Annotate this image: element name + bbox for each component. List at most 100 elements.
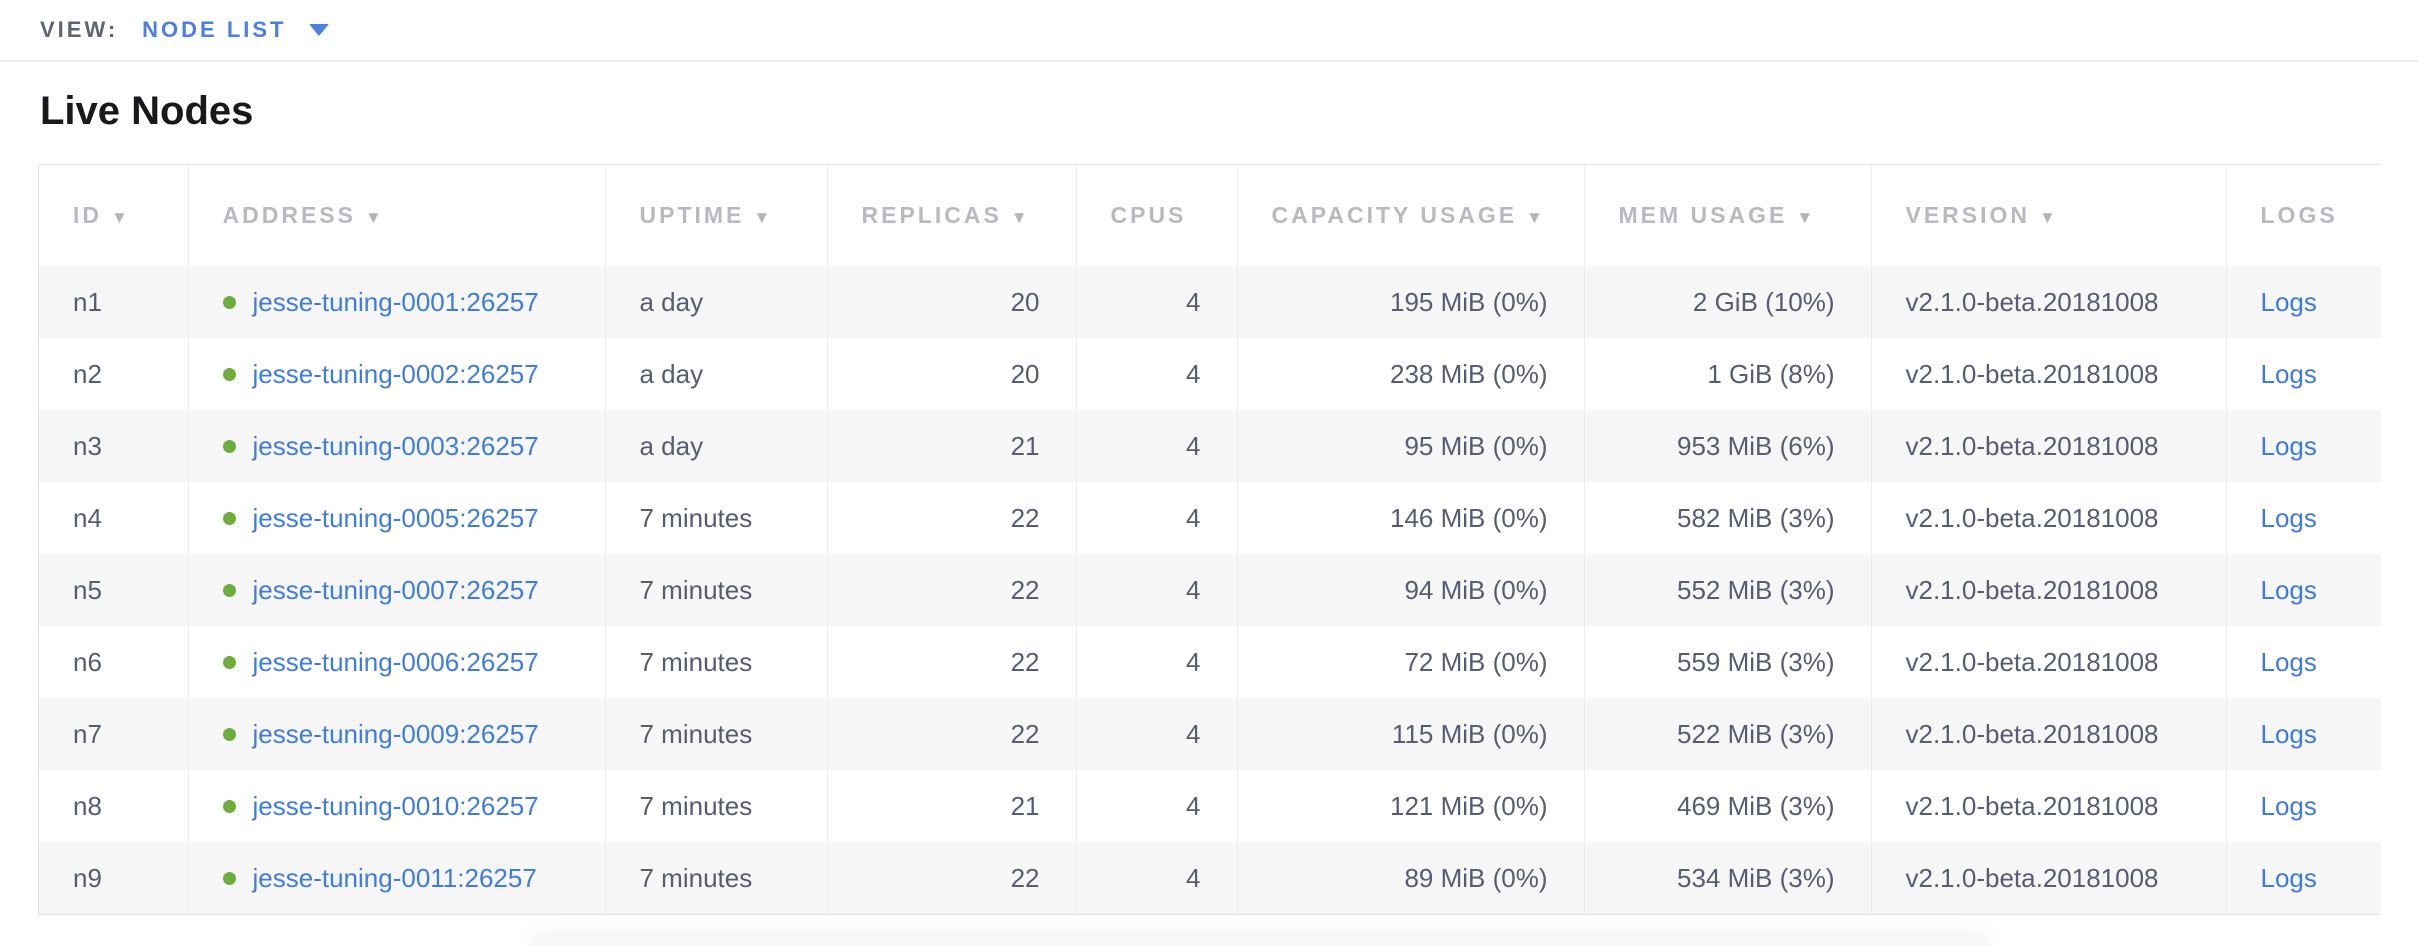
column-header-label: MEM USAGE	[1618, 202, 1788, 228]
table-row-n3: n3 jesse-tuning-0003:26257 a day 21 4 95 MiB …	[39, 410, 2381, 482]
cell-uptime: a day	[604, 338, 827, 410]
view-selector-bar: VIEW: NODE LIST	[0, 0, 2418, 62]
cell-version: v2.1.0-beta.20181008	[1870, 554, 2226, 626]
cell-uptime: 7 minutes	[604, 842, 827, 914]
node-address-link[interactable]: jesse-tuning-0006:26257	[252, 646, 539, 677]
node-live-status-icon	[222, 511, 236, 525]
column-header-label: CAPACITY USAGE	[1271, 202, 1518, 228]
cell-logs: Logs	[2225, 842, 2381, 914]
caret-down-icon	[308, 24, 329, 36]
cell-cpus: 4	[1075, 770, 1237, 842]
view-dropdown[interactable]: NODE LIST	[142, 17, 329, 43]
sort-desc-icon: ▼	[753, 208, 774, 227]
cell-mem: 534 MiB (3%)	[1583, 842, 1871, 914]
cell-cpus: 4	[1075, 338, 1237, 410]
table-row-n8: n8 jesse-tuning-0010:26257 7 minutes 21 4 121…	[39, 770, 2381, 842]
node-address-link[interactable]: jesse-tuning-0003:26257	[252, 430, 539, 461]
node-live-status-icon	[222, 871, 236, 885]
column-header-address[interactable]: ADDRESS ▼	[187, 165, 605, 266]
cell-logs: Logs	[2225, 626, 2381, 698]
column-header-replicas[interactable]: REPLICAS ▼	[826, 165, 1076, 266]
cell-logs: Logs	[2225, 482, 2381, 554]
cell-address: jesse-tuning-0006:26257	[187, 626, 605, 698]
cell-address: jesse-tuning-0009:26257	[187, 698, 605, 770]
view-dropdown-value: NODE LIST	[142, 17, 287, 42]
logs-link[interactable]: Logs	[2260, 502, 2317, 533]
bottom-panel-edge	[530, 932, 1990, 946]
column-header-version[interactable]: VERSION ▼	[1870, 165, 2226, 266]
cell-address: jesse-tuning-0002:26257	[187, 338, 605, 410]
column-header-label: REPLICAS	[861, 202, 1002, 228]
column-header-capacity[interactable]: CAPACITY USAGE ▼	[1236, 165, 1584, 266]
cell-cpus: 4	[1075, 842, 1237, 914]
node-address-link[interactable]: jesse-tuning-0009:26257	[252, 718, 539, 749]
cell-cpus: 4	[1075, 482, 1237, 554]
cell-version: v2.1.0-beta.20181008	[1870, 770, 2226, 842]
cell-version: v2.1.0-beta.20181008	[1870, 266, 2226, 338]
node-address-link[interactable]: jesse-tuning-0002:26257	[252, 358, 539, 389]
cell-id: n2	[73, 358, 102, 389]
view-label: VIEW:	[40, 17, 119, 42]
table-row-n5: n5 jesse-tuning-0007:26257 7 minutes 22 4 94 …	[39, 554, 2381, 626]
table-row-n4: n4 jesse-tuning-0005:26257 7 minutes 22 4 146…	[39, 482, 2381, 554]
cell-capacity: 121 MiB (0%)	[1236, 770, 1584, 842]
cell-cpus: 4	[1075, 410, 1237, 482]
table-row-n6: n6 jesse-tuning-0006:26257 7 minutes 22 4 72 …	[39, 626, 2381, 698]
column-header-id[interactable]: ID ▼	[39, 165, 188, 266]
cell-uptime: 7 minutes	[604, 626, 827, 698]
column-header-logs: LOGS	[2225, 165, 2381, 266]
node-address-link[interactable]: jesse-tuning-0007:26257	[252, 574, 539, 605]
cell-uptime: a day	[604, 410, 827, 482]
node-live-status-icon	[222, 583, 236, 597]
cell-capacity: 115 MiB (0%)	[1236, 698, 1584, 770]
cell-replicas: 21	[826, 410, 1076, 482]
cell-id: n5	[73, 574, 102, 605]
column-header-label: ID	[73, 202, 102, 228]
table-row-n1: n1 jesse-tuning-0001:26257 a day 20 4 195 MiB…	[39, 266, 2381, 338]
logs-link[interactable]: Logs	[2260, 286, 2317, 317]
cell-version: v2.1.0-beta.20181008	[1870, 410, 2226, 482]
cell-cpus: 4	[1075, 554, 1237, 626]
cell-capacity: 195 MiB (0%)	[1236, 266, 1584, 338]
cell-uptime: a day	[604, 266, 827, 338]
logs-link[interactable]: Logs	[2260, 430, 2317, 461]
cell-replicas: 20	[826, 266, 1076, 338]
cell-mem: 469 MiB (3%)	[1583, 770, 1871, 842]
node-address-link[interactable]: jesse-tuning-0011:26257	[252, 862, 537, 893]
cell-cpus: 4	[1075, 698, 1237, 770]
node-address-link[interactable]: jesse-tuning-0001:26257	[252, 286, 539, 317]
node-live-status-icon	[222, 439, 236, 453]
sort-desc-icon: ▼	[1796, 208, 1817, 227]
logs-link[interactable]: Logs	[2260, 358, 2317, 389]
logs-link[interactable]: Logs	[2260, 574, 2317, 605]
cell-uptime: 7 minutes	[604, 554, 827, 626]
cell-replicas: 20	[826, 338, 1076, 410]
cell-replicas: 22	[826, 626, 1076, 698]
cell-id: n6	[73, 646, 102, 677]
cell-replicas: 22	[826, 698, 1076, 770]
column-header-label: UPTIME	[639, 202, 745, 228]
cell-id: n1	[73, 286, 102, 317]
cell-mem: 953 MiB (6%)	[1583, 410, 1871, 482]
logs-link[interactable]: Logs	[2260, 646, 2317, 677]
node-address-link[interactable]: jesse-tuning-0005:26257	[252, 502, 539, 533]
cell-id: n3	[73, 430, 102, 461]
cell-id: n7	[73, 718, 102, 749]
live-nodes-table-container: ID ▼ ADDRESS ▼ UPTIME ▼ REPLICAS ▼ CPUS CAPACITY …	[38, 164, 2381, 915]
cell-version: v2.1.0-beta.20181008	[1870, 338, 2226, 410]
cell-address: jesse-tuning-0003:26257	[187, 410, 605, 482]
logs-link[interactable]: Logs	[2260, 718, 2317, 749]
live-nodes-table: ID ▼ ADDRESS ▼ UPTIME ▼ REPLICAS ▼ CPUS CAPACITY …	[39, 165, 2381, 914]
cell-replicas: 21	[826, 770, 1076, 842]
cell-address: jesse-tuning-0007:26257	[187, 554, 605, 626]
node-address-link[interactable]: jesse-tuning-0010:26257	[252, 790, 539, 821]
column-header-uptime[interactable]: UPTIME ▼	[604, 165, 827, 266]
cell-cpus: 4	[1075, 266, 1237, 338]
cell-mem: 582 MiB (3%)	[1583, 482, 1871, 554]
logs-link[interactable]: Logs	[2260, 790, 2317, 821]
node-live-status-icon	[222, 295, 236, 309]
column-header-mem[interactable]: MEM USAGE ▼	[1583, 165, 1871, 266]
cell-address: jesse-tuning-0011:26257	[187, 842, 605, 914]
column-header-label: LOGS	[2260, 202, 2338, 228]
logs-link[interactable]: Logs	[2260, 862, 2317, 893]
